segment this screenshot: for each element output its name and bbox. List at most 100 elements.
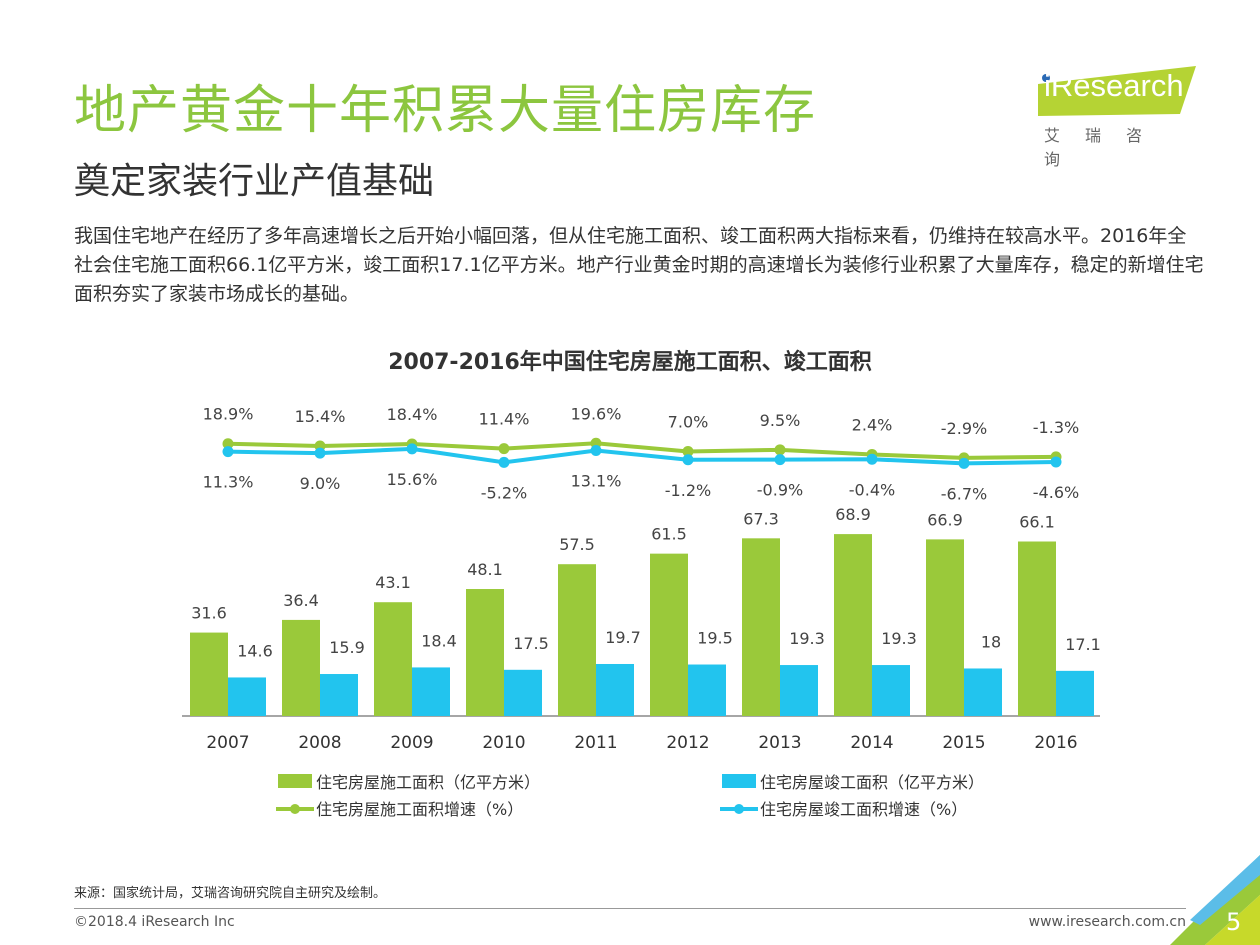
- bar-label: 61.5: [651, 525, 687, 544]
- bar-completion: [596, 663, 634, 716]
- bar-label: 17.1: [1065, 635, 1101, 654]
- line-completion-growth: [227, 446, 1057, 466]
- bar-construction: [374, 602, 412, 716]
- footer-divider: [74, 908, 1186, 909]
- x-tick-label: 2013: [758, 733, 801, 753]
- bar-construction: [190, 632, 228, 716]
- x-tick-label: 2012: [666, 733, 709, 753]
- line-label: 13.1%: [571, 471, 622, 490]
- line-point: [222, 446, 234, 458]
- bar-label: 66.1: [1019, 512, 1055, 531]
- bar-label: 19.7: [605, 628, 641, 647]
- line-point: [958, 457, 970, 469]
- chart-title: 2007-2016年中国住宅房屋施工面积、竣工面积: [388, 350, 872, 375]
- line-label: 9.0%: [300, 474, 341, 493]
- page-number: 5: [1226, 908, 1242, 936]
- logo-wordmark: iResearch: [1044, 68, 1184, 103]
- bar-completion: [320, 674, 358, 716]
- legend-marker: [734, 804, 744, 814]
- line-label: 2.4%: [852, 415, 893, 434]
- bar-completion: [1056, 670, 1094, 716]
- bar-completion: [688, 664, 726, 716]
- bar-label: 19.5: [697, 629, 733, 648]
- bar-label: 67.3: [743, 509, 779, 528]
- bar-construction: [466, 589, 504, 716]
- x-tick-label: 2011: [574, 733, 617, 753]
- line-label: 11.4%: [479, 410, 530, 429]
- bar-label: 66.9: [927, 510, 963, 529]
- legend-marker: [290, 804, 300, 814]
- bar-construction: [834, 534, 872, 716]
- line-label: -0.9%: [757, 481, 803, 500]
- bar-label: 36.4: [283, 591, 319, 610]
- page-subtitle: 奠定家装行业产值基础: [74, 161, 435, 202]
- line-label: -6.7%: [941, 484, 987, 503]
- bar-label: 48.1: [467, 560, 503, 579]
- source-note: 来源：国家统计局，艾瑞咨询研究院自主研究及绘制。: [74, 886, 387, 901]
- line-label: 11.3%: [203, 473, 254, 492]
- line-label: -1.2%: [665, 481, 711, 500]
- x-tick-label: 2010: [482, 733, 525, 753]
- bar-label: 43.1: [375, 573, 411, 592]
- x-tick-label: 2007: [206, 733, 249, 753]
- line-label: 9.5%: [760, 411, 801, 430]
- line-label: -4.6%: [1033, 483, 1079, 502]
- logo-chinese: 艾瑞咨询: [1044, 126, 1168, 169]
- line-label: 15.6%: [387, 470, 438, 489]
- bar-label: 31.6: [191, 604, 227, 623]
- line-label: -5.2%: [481, 483, 527, 502]
- page-title: 地产黄金十年积累大量住房库存: [74, 81, 817, 141]
- line-point: [498, 456, 510, 468]
- website-link[interactable]: www.iresearch.com.cn: [1028, 914, 1186, 930]
- bar-completion: [504, 669, 542, 716]
- legend-label: 住宅房屋竣工面积增速（%）: [760, 800, 967, 819]
- bar-label: 68.9: [835, 505, 871, 524]
- line-construction-growth: [227, 441, 1057, 460]
- line-point: [590, 444, 602, 456]
- bar-completion: [780, 665, 818, 716]
- line-label: 18.4%: [387, 405, 438, 424]
- line-label: 7.0%: [668, 412, 709, 431]
- bar-construction: [1018, 541, 1056, 716]
- line-label: 15.4%: [295, 407, 346, 426]
- bar-label: 15.9: [329, 638, 365, 657]
- legend-label: 住宅房屋施工面积增速（%）: [316, 800, 523, 819]
- line-point: [498, 443, 510, 455]
- bar-completion: [412, 667, 450, 716]
- legend-label: 住宅房屋竣工面积（亿平方米）: [760, 773, 984, 792]
- bar-construction: [558, 564, 596, 716]
- line-point: [866, 453, 878, 465]
- x-tick-label: 2014: [850, 733, 893, 753]
- line-label: -0.4%: [849, 480, 895, 499]
- description: 我国住宅地产在经历了多年高速增长之后开始小幅回落，但从住宅施工面积、竣工面积两大…: [74, 225, 1204, 305]
- x-tick-label: 2015: [942, 733, 985, 753]
- line-point: [682, 445, 694, 457]
- bar-label: 18.4: [421, 631, 457, 650]
- bar-construction: [650, 553, 688, 716]
- bar-construction: [742, 538, 780, 716]
- line-point: [406, 443, 418, 455]
- line-label: -1.3%: [1033, 418, 1079, 437]
- line-point: [682, 454, 694, 466]
- bar-label: 19.3: [881, 629, 917, 648]
- bar-label: 57.5: [559, 535, 595, 554]
- bar-construction: [282, 619, 320, 716]
- x-tick-label: 2008: [298, 733, 341, 753]
- copyright: ©2018.4 iResearch Inc: [74, 914, 235, 930]
- legend-swatch: [278, 774, 312, 788]
- x-tick-label: 2009: [390, 733, 433, 753]
- bar-label: 19.3: [789, 629, 825, 648]
- line-point: [1050, 456, 1062, 468]
- legend-swatch: [722, 774, 756, 788]
- line-label: -2.9%: [941, 419, 987, 438]
- bar-label: 18: [981, 632, 1001, 651]
- iresearch-logo: iResearch 艾瑞咨询: [1030, 64, 1200, 169]
- line-point: [774, 454, 786, 466]
- bar-construction: [926, 539, 964, 716]
- bar-completion: [964, 668, 1002, 716]
- line-point: [314, 447, 326, 459]
- bar-label: 14.6: [237, 641, 273, 660]
- x-tick-label: 2016: [1034, 733, 1077, 753]
- corner-decoration: [1170, 855, 1260, 945]
